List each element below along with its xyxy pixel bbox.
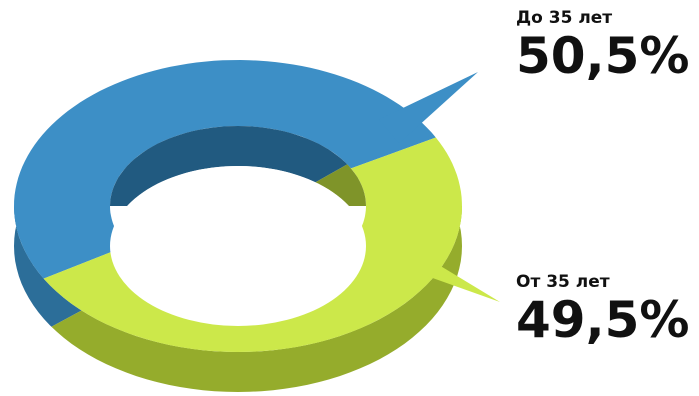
slice-do-35: [14, 60, 436, 279]
pointer-ot-35: [412, 248, 500, 302]
value-label-ot-35: 49,5%: [516, 291, 690, 349]
inner-wall-blue: [110, 126, 366, 206]
category-label-do-35: До 35 лет: [516, 8, 613, 28]
label-ot-35: От 35 лет 49,5%: [516, 272, 689, 348]
category-label-ot-35: От 35 лет: [516, 272, 610, 292]
label-do-35: До 35 лет 50,5%: [516, 8, 689, 84]
pointer-do-35: [378, 72, 478, 144]
value-label-do-35: 50,5%: [516, 27, 690, 85]
donut-hole: [110, 166, 366, 326]
